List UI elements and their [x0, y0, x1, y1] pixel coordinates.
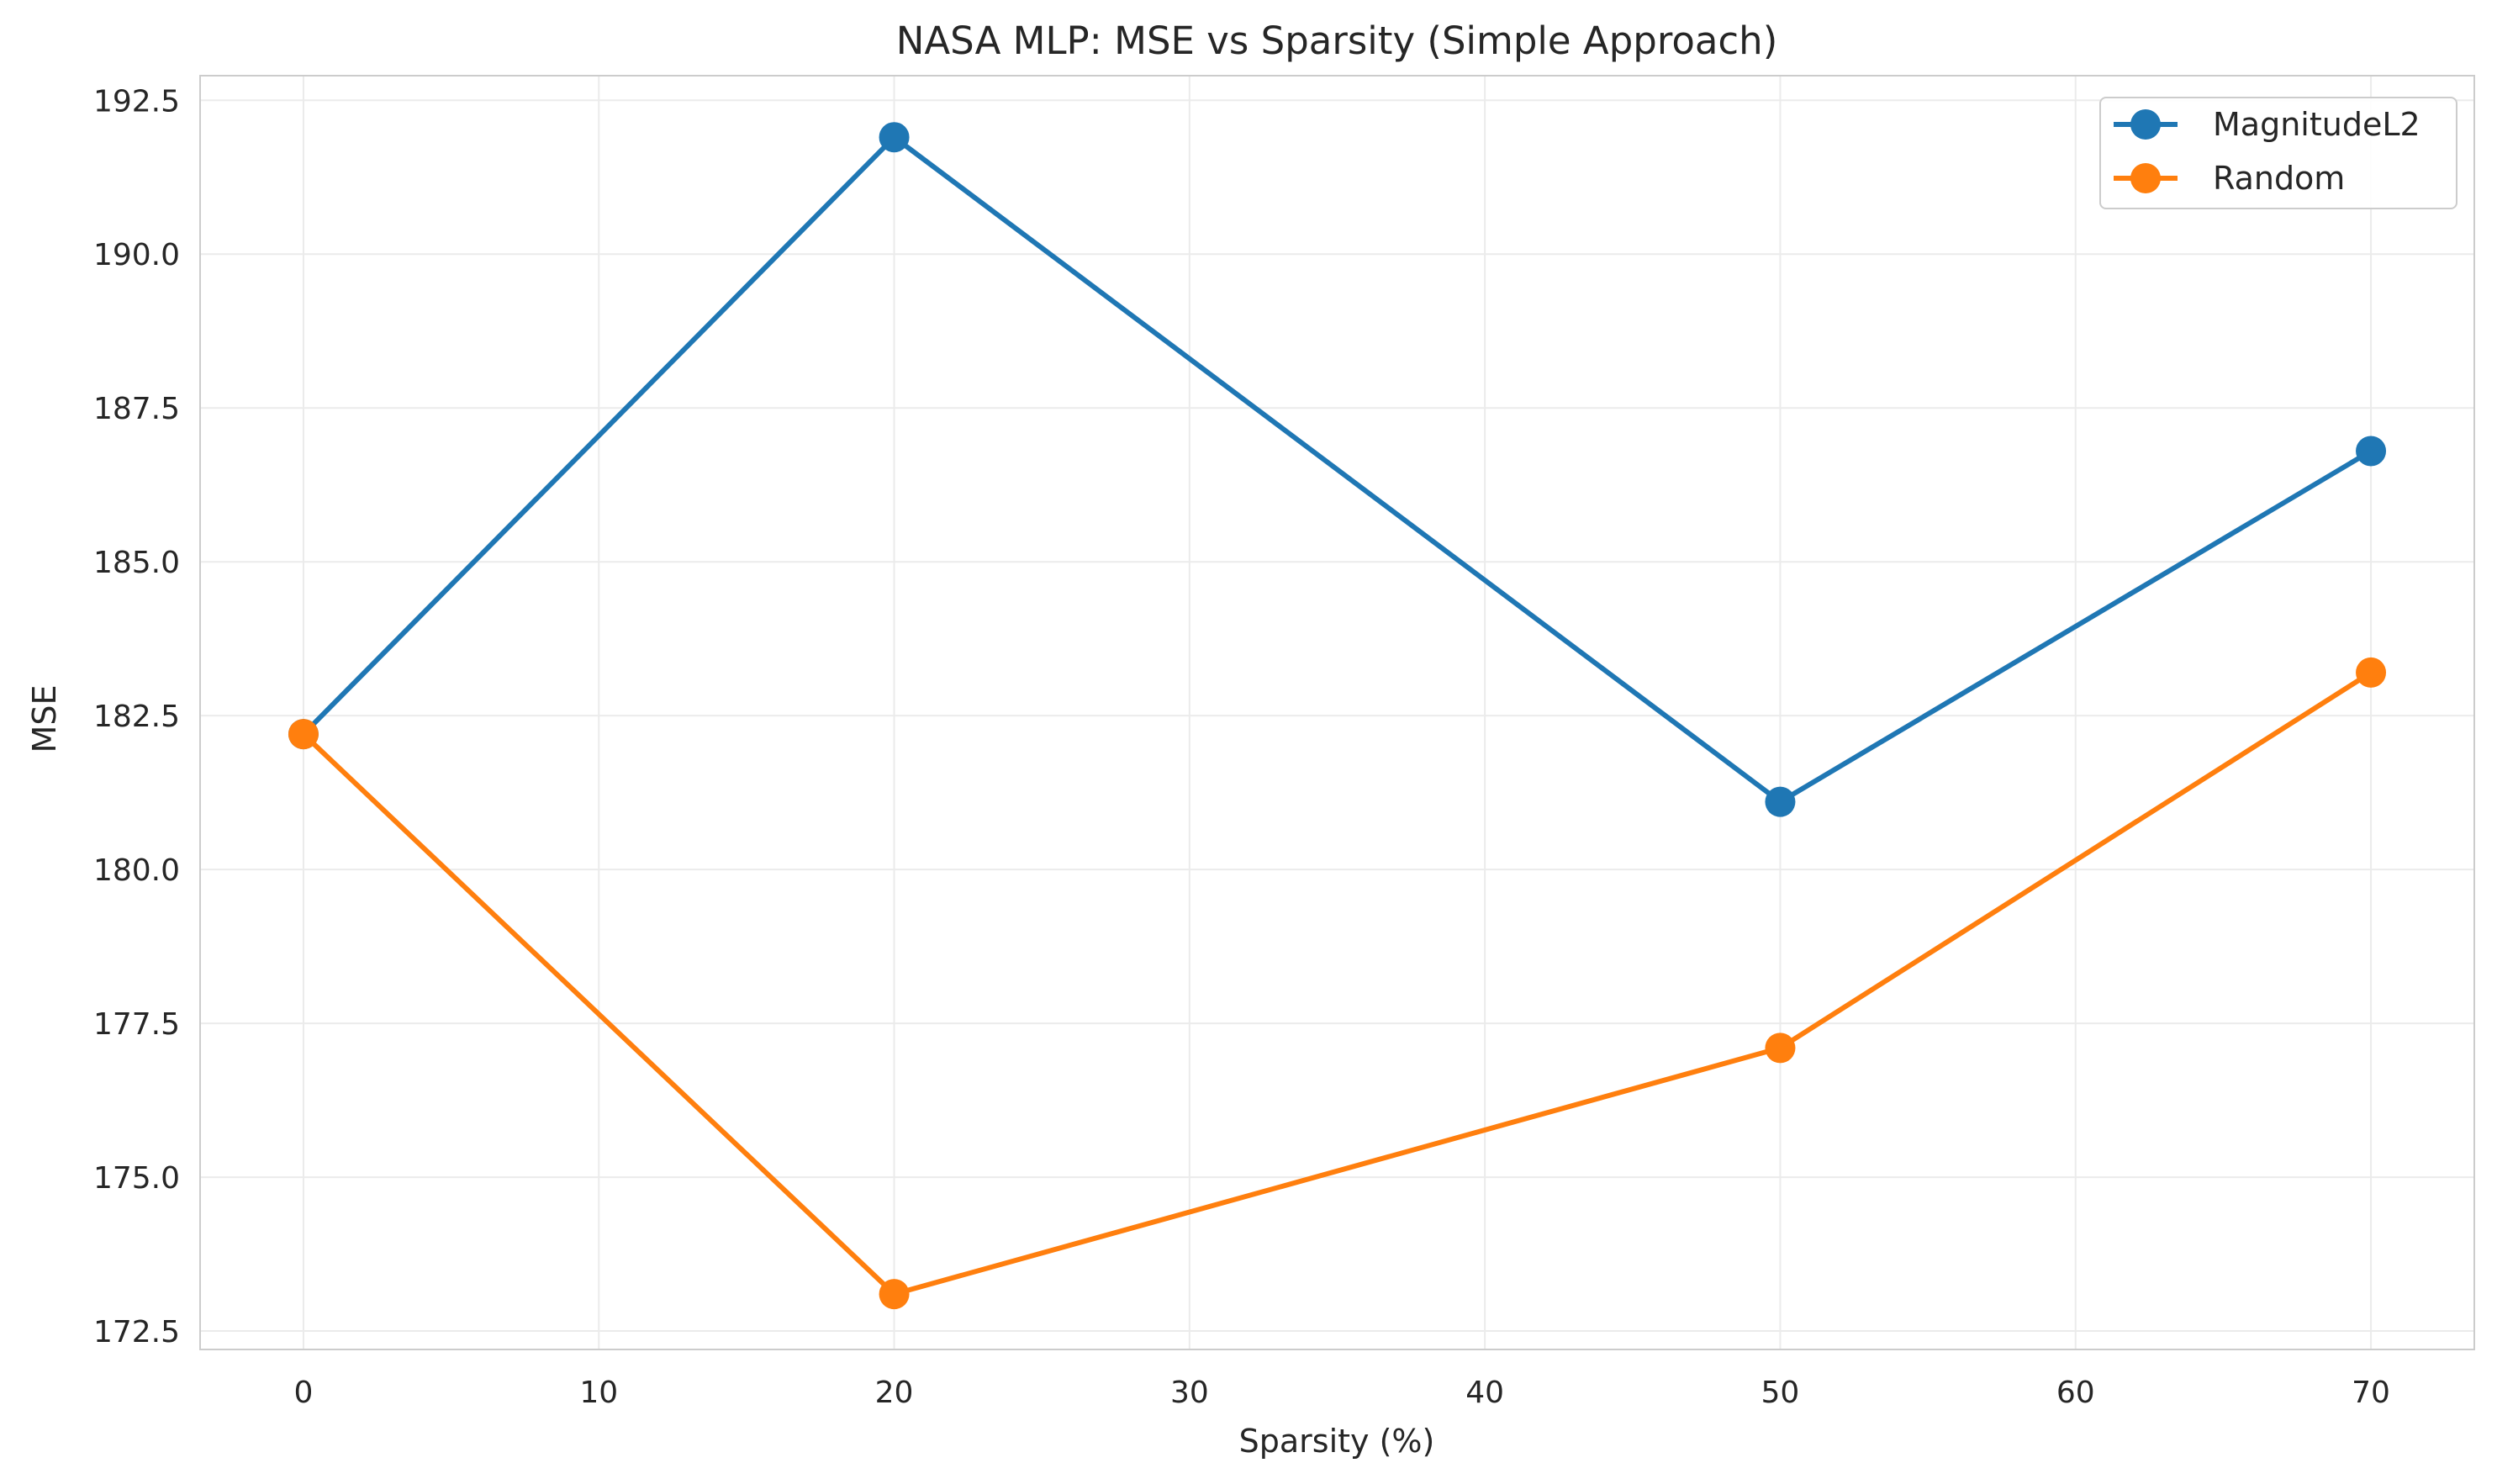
x-tick-label: 20 [875, 1376, 914, 1410]
x-tick-label: 30 [1170, 1376, 1209, 1410]
y-tick-label: 190.0 [93, 238, 180, 272]
legend-entry-random: Random [2114, 160, 2345, 197]
legend-entry-magnitudel2: MagnitudeL2 [2114, 106, 2420, 143]
x-tick-label: 60 [2056, 1376, 2095, 1410]
y-tick-label: 172.5 [93, 1315, 180, 1349]
legend-marker-magnitudel2 [2130, 109, 2161, 140]
y-tick-label: 182.5 [93, 700, 180, 734]
data-point-magnitudel2 [1765, 786, 1796, 817]
y-tick-label: 180.0 [93, 853, 180, 888]
series-layer [288, 122, 2387, 1310]
data-point-magnitudel2 [879, 122, 910, 153]
series-line-random [300, 669, 2374, 1297]
data-point-random [288, 719, 319, 750]
y-tick-label: 187.5 [93, 392, 180, 426]
legend: MagnitudeL2 Random [2099, 97, 2457, 209]
grid [200, 76, 2474, 1349]
x-tick-label: 0 [294, 1376, 314, 1410]
data-point-random [1765, 1032, 1796, 1064]
data-point-random [2356, 657, 2387, 688]
y-tick-label: 177.5 [93, 1007, 180, 1042]
x-tick-label: 70 [2352, 1376, 2390, 1410]
chart-title: NASA MLP: MSE vs Sparsity (Simple Approa… [896, 18, 1778, 63]
legend-frame [2099, 97, 2457, 209]
x-tick-label: 50 [1761, 1376, 1800, 1410]
legend-label-magnitudel2: MagnitudeL2 [2213, 106, 2420, 143]
y-axis-ticks: 172.5 175.0 177.5 180.0 182.5 185.0 187.5 190.0… [93, 84, 180, 1349]
y-axis-label: MSE [26, 685, 63, 753]
y-tick-label: 192.5 [93, 84, 180, 119]
y-tick-label: 185.0 [93, 546, 180, 580]
legend-label-random: Random [2213, 160, 2345, 197]
plot-area [200, 76, 2474, 1349]
x-tick-label: 10 [579, 1376, 618, 1410]
x-tick-label: 40 [1465, 1376, 1504, 1410]
series-line-magnitudel2 [300, 135, 2374, 805]
data-point-magnitudel2 [2356, 436, 2387, 467]
data-point-random [879, 1279, 910, 1310]
x-axis-ticks: 0 10 20 30 40 50 60 70 [294, 1376, 2390, 1410]
y-tick-label: 175.0 [93, 1161, 180, 1196]
x-axis-label: Sparsity (%) [1239, 1423, 1435, 1460]
plot-frame [199, 75, 2475, 1350]
legend-marker-random [2130, 163, 2161, 193]
